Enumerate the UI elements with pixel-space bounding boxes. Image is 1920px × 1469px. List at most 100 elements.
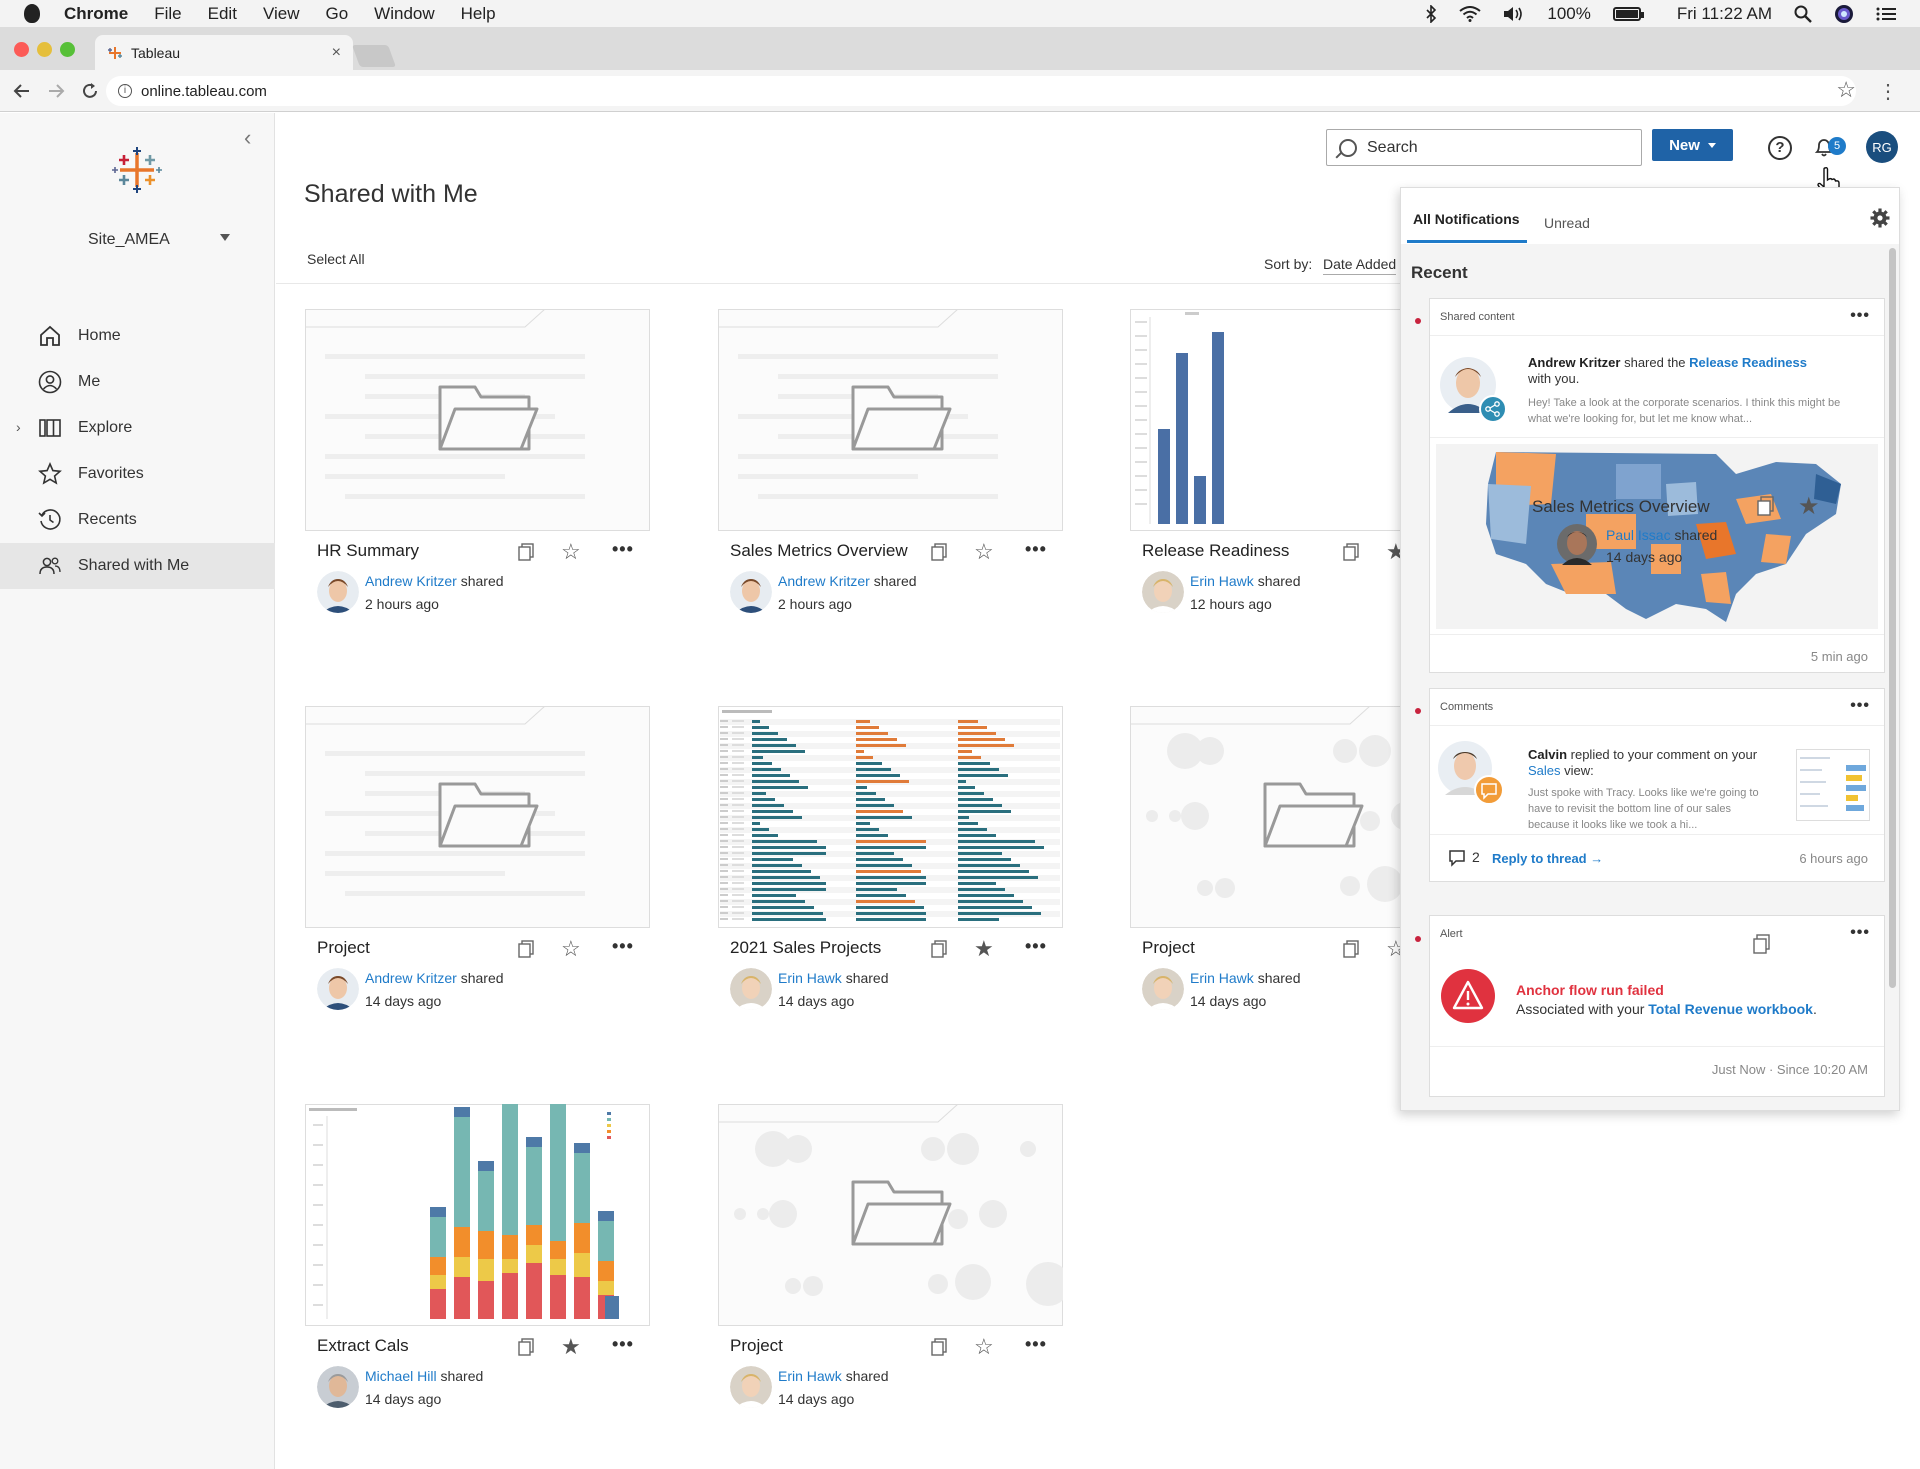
owner-link[interactable]: Andrew Kritzer (778, 573, 870, 589)
owner-link[interactable]: Erin Hawk (1190, 573, 1254, 589)
tab-all-notifications[interactable]: All Notifications (1413, 211, 1520, 227)
reload-icon[interactable] (80, 81, 100, 101)
sidebar-item-shared-with-me[interactable]: Shared with Me (0, 543, 275, 589)
copy-icon[interactable] (931, 1338, 947, 1356)
reply-to-thread-link[interactable]: Reply to thread → (1492, 851, 1604, 866)
copy-icon[interactable] (1757, 496, 1775, 516)
object-link[interactable]: Total Revenue workbook (1648, 1001, 1813, 1017)
wifi-icon[interactable] (1459, 5, 1482, 22)
card-title[interactable]: Project (317, 938, 370, 957)
menu-window[interactable]: Window (374, 3, 435, 23)
sidebar-item-explore[interactable]: › Explore (0, 405, 275, 451)
select-all-button[interactable]: Select All (307, 251, 365, 267)
gear-icon[interactable] (1870, 208, 1890, 228)
overlay-card-title[interactable]: Sales Metrics Overview (1532, 497, 1710, 516)
scroll-thumb[interactable] (1889, 248, 1896, 988)
collapse-sidebar-icon[interactable]: ‹ (244, 125, 252, 150)
owner-link[interactable]: Andrew Kritzer (365, 970, 457, 986)
menu-list-icon[interactable] (1876, 7, 1896, 21)
folder-thumbnail[interactable] (718, 1104, 1063, 1326)
map-preview-image[interactable] (1436, 444, 1878, 629)
sidebar-item-home[interactable]: Home (0, 313, 275, 359)
clock[interactable]: Fri 11:22 AM (1676, 3, 1772, 23)
owner-link[interactable]: Andrew Kritzer (365, 573, 457, 589)
more-options-icon[interactable]: ••• (1025, 539, 1047, 559)
copy-icon[interactable] (1753, 934, 1771, 954)
favorite-star-icon[interactable]: ☆ (974, 1334, 994, 1359)
copy-icon[interactable] (518, 940, 534, 958)
owner-link[interactable]: Michael Hill (365, 1368, 437, 1384)
content-card[interactable]: Sales Metrics Overview ☆ ••• Andrew Kritzer… (718, 309, 1063, 613)
copy-icon[interactable] (518, 1338, 534, 1356)
more-options-icon[interactable]: ••• (612, 1334, 634, 1354)
notification-shared-content[interactable]: Shared content ••• Andrew Kritzer shared… (1429, 298, 1885, 673)
card-title[interactable]: Release Readiness (1142, 541, 1290, 560)
window-close-button[interactable] (14, 42, 29, 57)
menu-chrome[interactable]: Chrome (64, 3, 129, 23)
browser-menu-icon[interactable]: ⋮ (1878, 81, 1898, 103)
actor-name[interactable]: Calvin (1528, 747, 1568, 762)
folder-thumbnail[interactable] (305, 706, 650, 928)
window-minimize-button[interactable] (37, 42, 52, 57)
volume-icon[interactable] (1503, 6, 1525, 22)
object-link[interactable]: Sales (1528, 763, 1561, 778)
bookmark-star-icon[interactable]: ☆ (1836, 77, 1856, 102)
apple-icon[interactable] (24, 4, 40, 23)
notification-comments[interactable]: Comments ••• Calvin replied to your comm… (1429, 688, 1885, 882)
bluetooth-icon[interactable] (1425, 4, 1437, 23)
card-title[interactable]: HR Summary (317, 541, 420, 560)
favorite-star-filled-icon[interactable]: ★ (974, 936, 994, 961)
favorite-star-icon[interactable]: ★ (1798, 493, 1820, 520)
content-card[interactable]: HR Summary ☆ ••• Andrew Kritzer shared 2 hou… (305, 309, 650, 613)
comment-preview-image[interactable] (1796, 749, 1870, 821)
menu-edit[interactable]: Edit (207, 3, 237, 23)
more-options-icon[interactable]: ••• (1850, 924, 1870, 941)
owner-link[interactable]: Erin Hawk (778, 970, 842, 986)
favorite-star-icon[interactable]: ☆ (974, 539, 994, 564)
back-icon[interactable] (12, 81, 32, 101)
copy-icon[interactable] (931, 543, 947, 561)
notification-scrollbar[interactable] (1889, 244, 1896, 1110)
folder-thumbnail[interactable] (305, 309, 650, 531)
card-title[interactable]: Project (730, 1336, 783, 1355)
folder-thumbnail[interactable] (718, 309, 1063, 531)
forward-icon[interactable] (46, 81, 66, 101)
sidebar-item-me[interactable]: Me (0, 359, 275, 405)
favorite-star-icon[interactable]: ☆ (561, 539, 581, 564)
tab-tableau[interactable]: Tableau × (95, 35, 353, 70)
notification-alert[interactable]: Alert ••• Anchor flow run failed Associa… (1429, 915, 1885, 1097)
copy-icon[interactable] (931, 940, 947, 958)
more-options-icon[interactable]: ••• (1025, 1334, 1047, 1354)
more-options-icon[interactable]: ••• (612, 539, 634, 559)
copy-icon[interactable] (1343, 543, 1359, 561)
help-icon[interactable]: ? (1768, 136, 1792, 160)
copy-icon[interactable] (518, 543, 534, 561)
sidebar-item-recents[interactable]: Recents (0, 497, 275, 543)
more-options-icon[interactable]: ••• (1850, 307, 1870, 324)
tableau-logo-icon[interactable] (112, 145, 162, 195)
new-tab-button[interactable] (351, 45, 397, 67)
site-dropdown-caret-icon[interactable] (220, 234, 230, 241)
sort-dropdown[interactable]: Date Added (1323, 256, 1397, 275)
owner-link[interactable]: Erin Hawk (1190, 970, 1254, 986)
site-name[interactable]: Site_AMEA (88, 231, 170, 248)
favorite-star-icon[interactable]: ☆ (561, 936, 581, 961)
more-options-icon[interactable]: ••• (612, 936, 634, 956)
new-button[interactable]: New (1652, 129, 1733, 161)
favorite-star-filled-icon[interactable]: ★ (561, 1334, 581, 1359)
more-options-icon[interactable]: ••• (1025, 936, 1047, 956)
copy-icon[interactable] (1343, 940, 1359, 958)
menu-help[interactable]: Help (460, 3, 496, 23)
card-title[interactable]: Sales Metrics Overview (730, 541, 908, 560)
siri-icon[interactable] (1834, 4, 1854, 24)
content-card[interactable]: Extract Cals ★ ••• Michael Hill shared 14 da… (305, 1104, 650, 1408)
chart-thumbnail[interactable] (718, 706, 1063, 928)
menu-file[interactable]: File (154, 3, 182, 23)
battery-icon[interactable] (1612, 6, 1644, 21)
owner-link[interactable]: Erin Hawk (778, 1368, 842, 1384)
spotlight-icon[interactable] (1794, 5, 1812, 23)
owner-link[interactable]: Paul Issac (1606, 527, 1671, 543)
sidebar-item-favorites[interactable]: Favorites (0, 451, 275, 497)
